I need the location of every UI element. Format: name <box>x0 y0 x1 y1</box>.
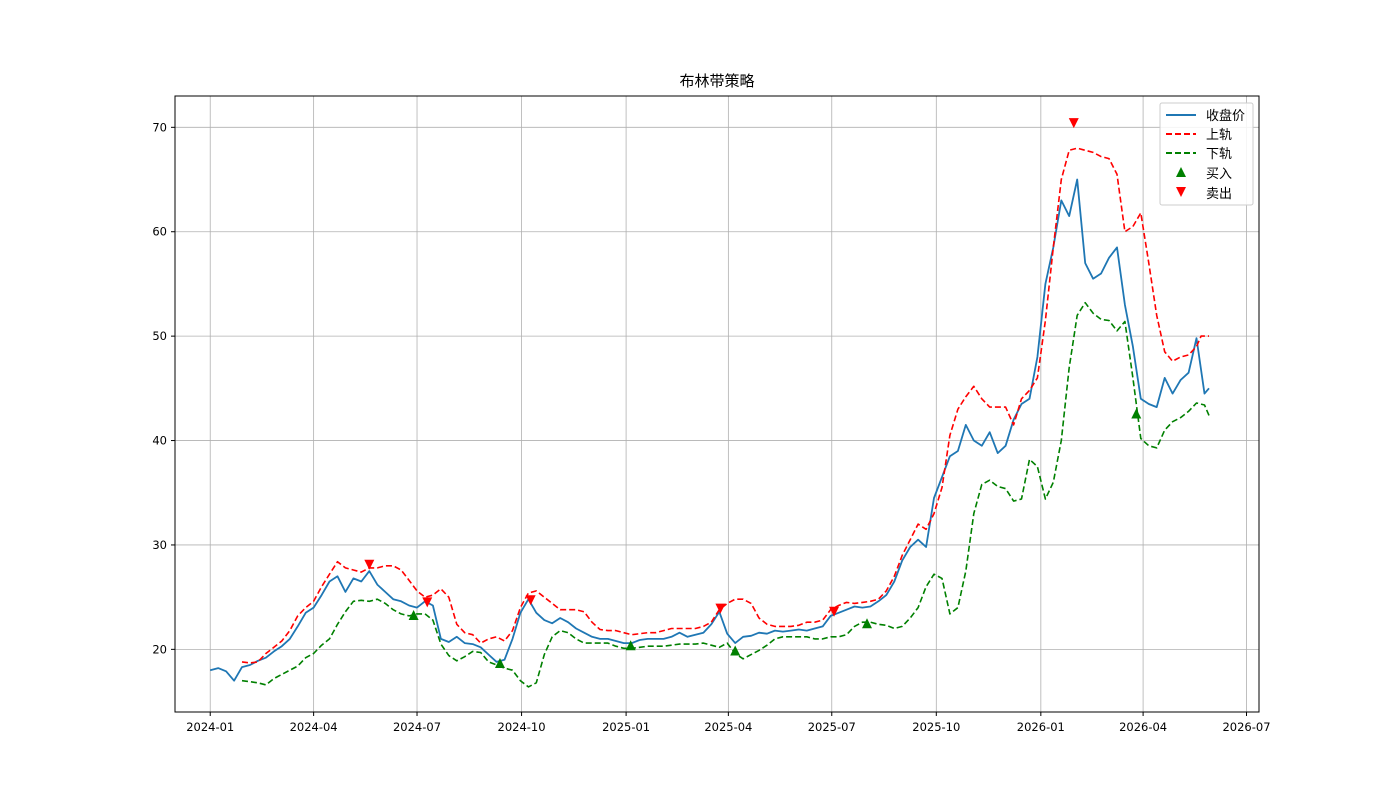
legend-box <box>1159 102 1254 206</box>
x-tick-label: 2025-07 <box>808 720 856 734</box>
buy-marker <box>408 609 419 620</box>
y-tick-label: 30 <box>152 538 167 552</box>
sell-marker <box>364 559 375 570</box>
chart-title: 布林带策略 <box>679 72 755 90</box>
sell-marker <box>422 597 433 608</box>
y-axis: 20 30 40 50 60 70 <box>152 120 175 656</box>
legend-label-buy: 买入 <box>1206 167 1232 182</box>
legend-swatch-sell <box>1176 187 1186 197</box>
sell-marker <box>829 606 840 617</box>
series-layer <box>209 147 1210 688</box>
y-tick-label: 40 <box>152 434 167 448</box>
legend-label-sell: 卖出 <box>1206 187 1232 202</box>
legend-label-upper: 上轨 <box>1206 128 1232 143</box>
legend-label-close: 收盘价 <box>1206 108 1245 124</box>
buy-marker <box>1131 408 1142 419</box>
x-tick-label: 2025-10 <box>912 720 960 734</box>
legend: 收盘价 上轨 下轨 买入 卖出 <box>1159 102 1254 206</box>
x-tick-label: 2026-07 <box>1222 720 1270 734</box>
x-axis: 2024-01 2024-04 2024-07 2024-10 2025-01 2025-… <box>186 712 1271 734</box>
buy-marker <box>625 640 636 651</box>
grid-lines <box>175 96 1259 712</box>
series-line-lower <box>241 301 1210 688</box>
x-tick-label: 2025-04 <box>704 720 752 734</box>
sell-marker <box>525 595 536 606</box>
marker-layer <box>364 118 1142 668</box>
x-tick-label: 2024-10 <box>498 720 546 734</box>
y-tick-label: 60 <box>152 225 167 239</box>
sell-marker <box>715 603 726 614</box>
x-tick-label: 2025-01 <box>602 720 650 734</box>
x-tick-label: 2026-04 <box>1119 720 1167 734</box>
plot-frame <box>174 95 1260 713</box>
series-line-close <box>209 178 1210 682</box>
buy-marker <box>861 618 872 629</box>
y-tick-label: 70 <box>152 120 167 134</box>
sell-marker <box>1068 118 1079 129</box>
x-tick-label: 2024-07 <box>393 720 441 734</box>
y-tick-label: 20 <box>152 642 167 656</box>
legend-swatch-buy <box>1176 167 1186 177</box>
buy-marker <box>494 657 505 668</box>
x-tick-label: 2026-01 <box>1017 720 1065 734</box>
y-tick-label: 50 <box>152 329 167 343</box>
legend-label-lower: 下轨 <box>1206 147 1232 162</box>
x-tick-label: 2024-04 <box>290 720 338 734</box>
buy-marker <box>730 645 741 656</box>
x-tick-label: 2024-01 <box>186 720 234 734</box>
series-line-upper <box>241 147 1209 664</box>
